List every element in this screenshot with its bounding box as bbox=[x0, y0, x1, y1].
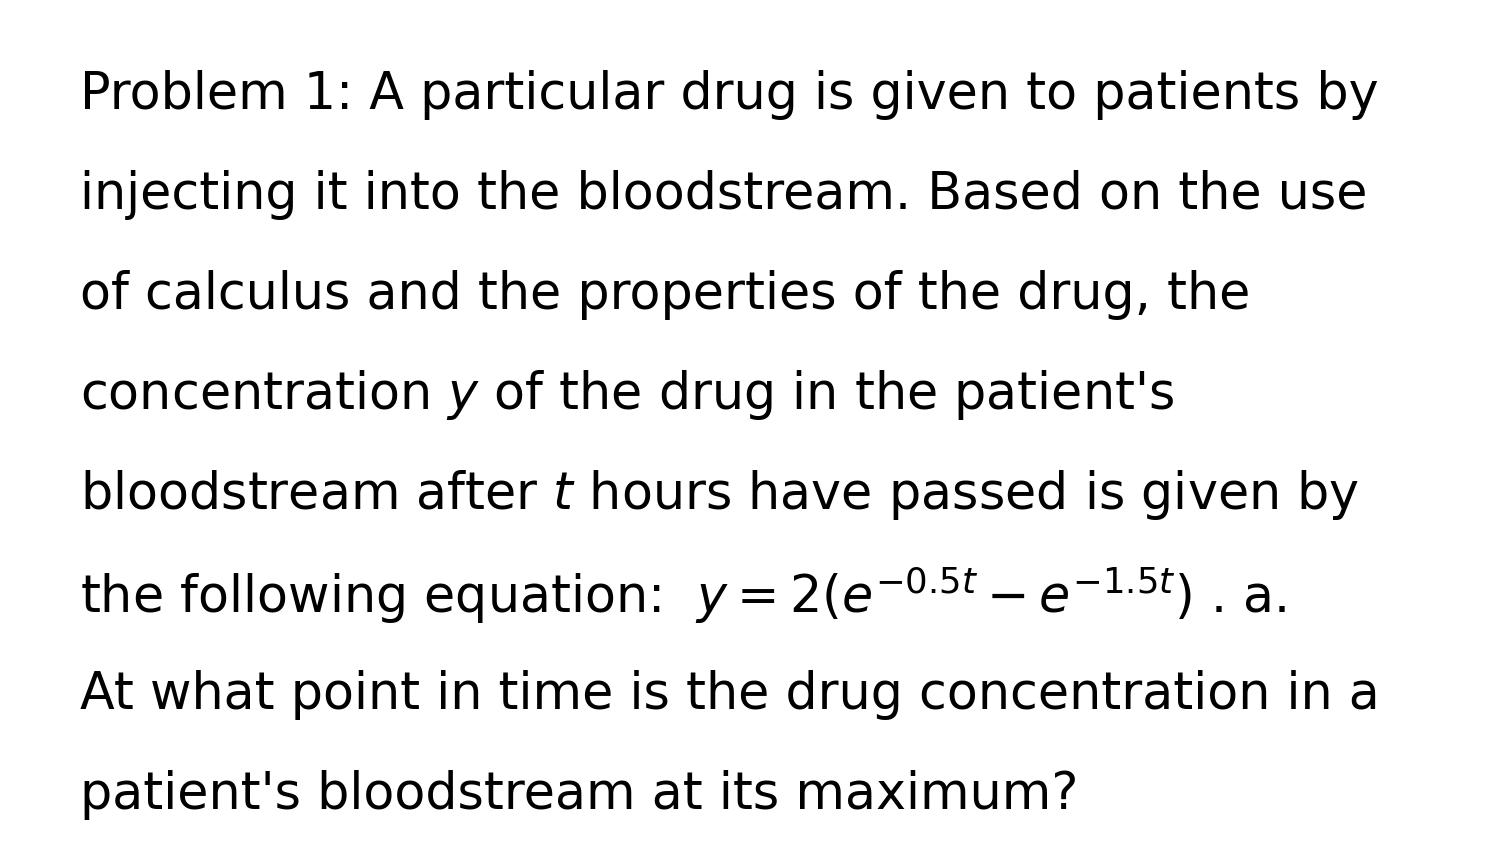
Text: the following equation:  $y = 2(e^{-0.5t} - e^{-1.5t})$ . a.: the following equation: $y = 2(e^{-0.5t}… bbox=[80, 564, 1286, 626]
Text: bloodstream after $t$ hours have passed is given by: bloodstream after $t$ hours have passed … bbox=[80, 468, 1359, 522]
Text: concentration $y$ of the drug in the patient's: concentration $y$ of the drug in the pat… bbox=[80, 368, 1173, 422]
Text: of calculus and the properties of the drug, the: of calculus and the properties of the dr… bbox=[80, 270, 1249, 320]
Text: Problem 1: A particular drug is given to patients by: Problem 1: A particular drug is given to… bbox=[80, 70, 1378, 120]
Text: patient's bloodstream at its maximum?: patient's bloodstream at its maximum? bbox=[80, 770, 1078, 820]
Text: At what point in time is the drug concentration in a: At what point in time is the drug concen… bbox=[80, 670, 1380, 720]
Text: injecting it into the bloodstream. Based on the use: injecting it into the bloodstream. Based… bbox=[80, 170, 1366, 220]
